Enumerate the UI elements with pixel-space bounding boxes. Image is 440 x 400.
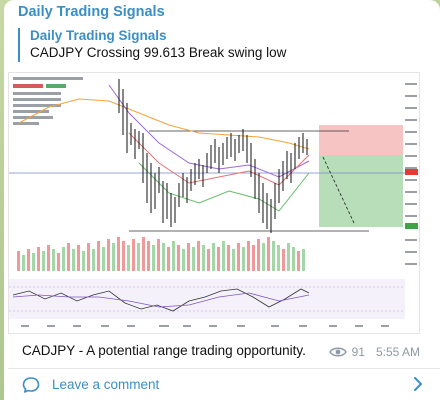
comment-bubble-icon — [22, 376, 40, 393]
post-caption: CADJPY - A potential range trading oppor… — [22, 343, 306, 358]
price-candles — [118, 79, 308, 233]
view-count: 91 — [351, 345, 365, 359]
chart-image[interactable] — [8, 72, 420, 334]
comment-divider — [8, 368, 440, 369]
reply-text: CADJPY Crossing 99.613 Break swing low — [30, 45, 287, 60]
projection-arrow — [322, 156, 355, 224]
post-meta: 91 5:55 AM — [328, 345, 420, 359]
message-bubble: Daily Trading Signals Daily Trading Sign… — [4, 0, 440, 400]
chevron-right-icon — [414, 377, 422, 391]
leave-comment-button[interactable]: Leave a comment — [8, 369, 440, 400]
chart-header-text — [13, 77, 83, 125]
rsi-panel — [9, 279, 405, 319]
chart-graphic — [9, 73, 419, 333]
reply-title: Daily Trading Signals — [30, 28, 167, 43]
rsi-line — [12, 288, 310, 312]
ma-orange — [18, 98, 310, 150]
leave-comment-label: Leave a comment — [52, 377, 160, 392]
rsi-signal-line — [12, 292, 310, 308]
take-profit-zone — [319, 155, 403, 227]
time-axis — [21, 325, 389, 327]
eye-icon — [328, 347, 347, 357]
post-time: 5:55 AM — [375, 345, 420, 359]
stop-loss-zone — [319, 125, 403, 155]
ma-purple — [108, 84, 310, 178]
ma-green — [138, 162, 310, 212]
reply-quote[interactable]: Daily Trading Signals CADJPY Crossing 99… — [18, 28, 318, 62]
channel-name[interactable]: Daily Trading Signals — [18, 4, 165, 20]
volume-bars — [17, 237, 305, 271]
price-axis — [405, 83, 418, 265]
